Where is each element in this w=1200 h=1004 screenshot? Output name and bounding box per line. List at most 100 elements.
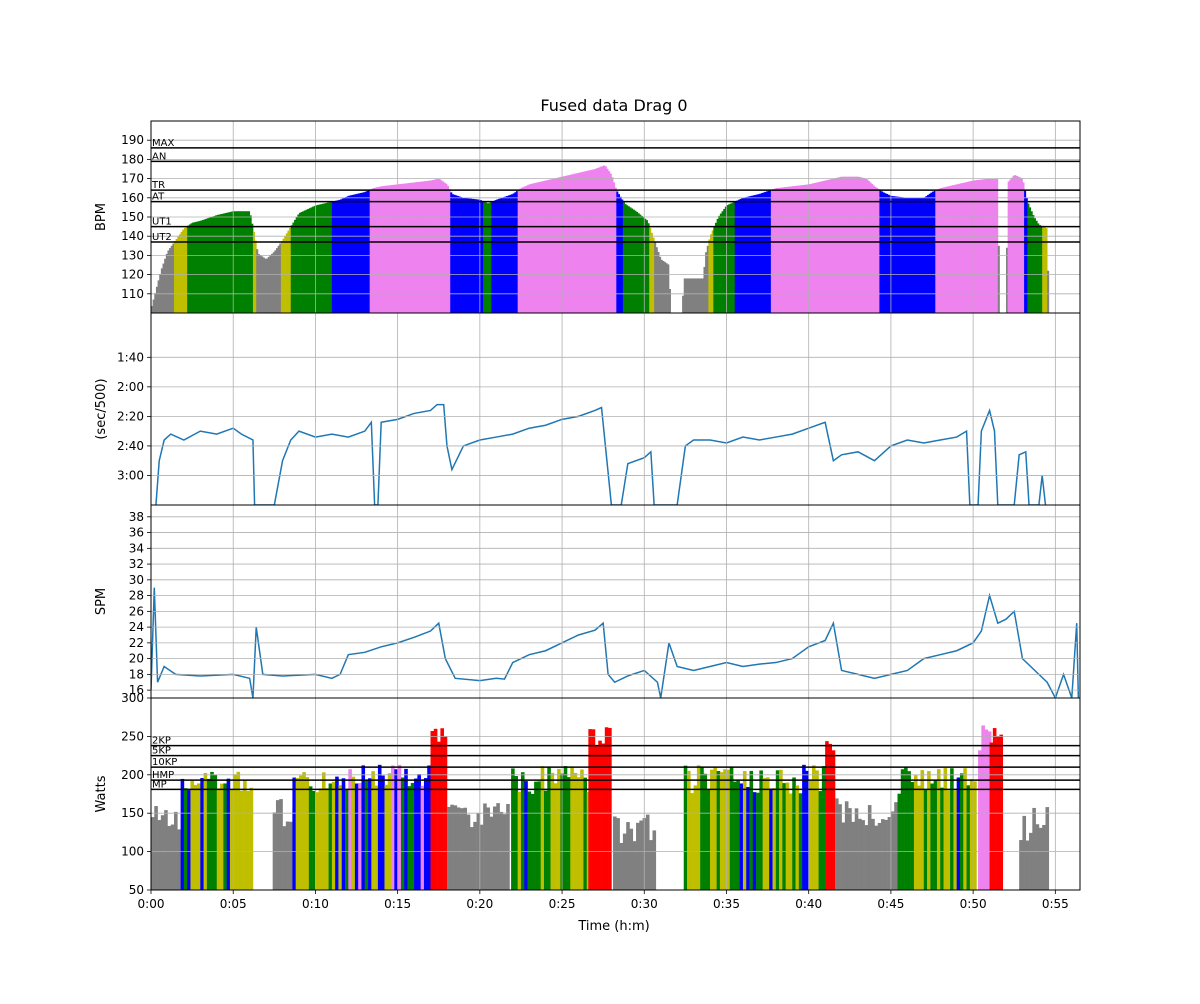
hr-bar [994, 178, 997, 313]
power-bar [527, 791, 532, 890]
power-bar [956, 777, 961, 890]
hr-bar [377, 186, 380, 313]
hr-bar [376, 187, 379, 313]
hr-bar [279, 243, 282, 313]
power-bar [749, 770, 754, 890]
hr-bar [693, 278, 696, 313]
power-bar [978, 750, 982, 890]
hr-bar [869, 182, 872, 313]
hr-bar [506, 195, 509, 313]
power-bar [499, 811, 504, 890]
hr-bar [261, 256, 264, 313]
hr-bar [305, 209, 308, 313]
hr-bar [660, 259, 663, 313]
power-bar [805, 770, 809, 890]
hr-bar [221, 213, 224, 313]
hr-bar [483, 201, 486, 313]
power-bar [920, 770, 925, 890]
hr-bar [782, 187, 785, 313]
zone-label: 5KP [152, 746, 171, 757]
power-bar [243, 780, 247, 890]
power-bar [940, 787, 944, 890]
hr-bar [215, 215, 218, 313]
power-bar [696, 765, 701, 890]
power-bar [463, 807, 467, 890]
hr-bar [622, 202, 625, 313]
hr-bar [241, 211, 244, 313]
hr-bar [624, 204, 627, 313]
power-bar [841, 822, 846, 890]
hr-bar [285, 233, 288, 313]
hr-bar [724, 206, 727, 313]
hr-bar [275, 248, 278, 313]
hr-bar [448, 189, 451, 313]
grid-hr [150, 121, 1080, 313]
hr-bar [346, 196, 349, 313]
hr-bar [180, 231, 183, 313]
hr-bar [800, 185, 803, 313]
power-bar [285, 821, 290, 890]
power-bar [404, 768, 408, 890]
x-tick-label: 0:00 [138, 897, 165, 911]
hr-bar [573, 173, 576, 313]
power-bar [639, 820, 643, 890]
power-bar [894, 802, 898, 890]
hr-bar [862, 178, 865, 313]
hr-bar [423, 181, 426, 313]
hr-bar [992, 178, 995, 313]
power-bar [364, 780, 369, 890]
power-bar [795, 785, 800, 890]
power-bar [969, 779, 974, 890]
power-bar [453, 805, 458, 890]
hr-bar [897, 196, 900, 313]
power-bar [275, 800, 280, 890]
power-bar [821, 766, 826, 890]
power-bar [992, 728, 997, 890]
hr-bar [808, 184, 811, 313]
hr-bar [636, 211, 639, 313]
hr-bar [530, 183, 533, 313]
power-bar [400, 777, 405, 890]
hr-bar [647, 223, 650, 313]
hr-bar [668, 289, 671, 313]
hr-bar [160, 268, 163, 313]
hr-bar [571, 174, 574, 313]
x-tick-label: 0:50 [960, 897, 987, 911]
hr-bar [797, 185, 800, 313]
hr-bar [654, 242, 657, 313]
hr-bar [695, 278, 698, 313]
hr-bar [442, 181, 445, 313]
hr-bar [726, 205, 729, 313]
hr-bar [733, 202, 736, 313]
hr-bar [542, 181, 545, 313]
y-tick-label: 200 [121, 768, 144, 782]
hr-bar [183, 227, 186, 313]
hr-bar [323, 203, 326, 313]
hr-bar [971, 180, 974, 313]
power-bar [534, 781, 538, 890]
panel-pace: 1:40 2:00 2:20 2:40 3:00 (sec/500) [94, 312, 1081, 506]
power-bar [808, 780, 813, 890]
hr-bar [425, 181, 428, 313]
y-tick-label: 150 [121, 210, 144, 224]
power-bar [858, 818, 862, 890]
hr-bar [259, 255, 262, 313]
hr-bar [961, 183, 964, 313]
power-bar [854, 808, 859, 890]
hr-bar [816, 182, 819, 313]
hr-bar [611, 177, 614, 313]
hr-bar [769, 190, 772, 313]
hr-bar [644, 218, 647, 313]
hr-bar [381, 186, 384, 313]
hr-bar [756, 194, 759, 313]
power-bar [479, 824, 484, 890]
hr-bar [213, 215, 216, 313]
hr-bar [307, 208, 310, 313]
hr-bar [639, 214, 642, 313]
hr-bar [456, 195, 459, 313]
hr-bar [632, 209, 635, 313]
power-bar [1022, 815, 1027, 890]
power-bar [233, 774, 237, 890]
hr-bar [555, 178, 558, 313]
